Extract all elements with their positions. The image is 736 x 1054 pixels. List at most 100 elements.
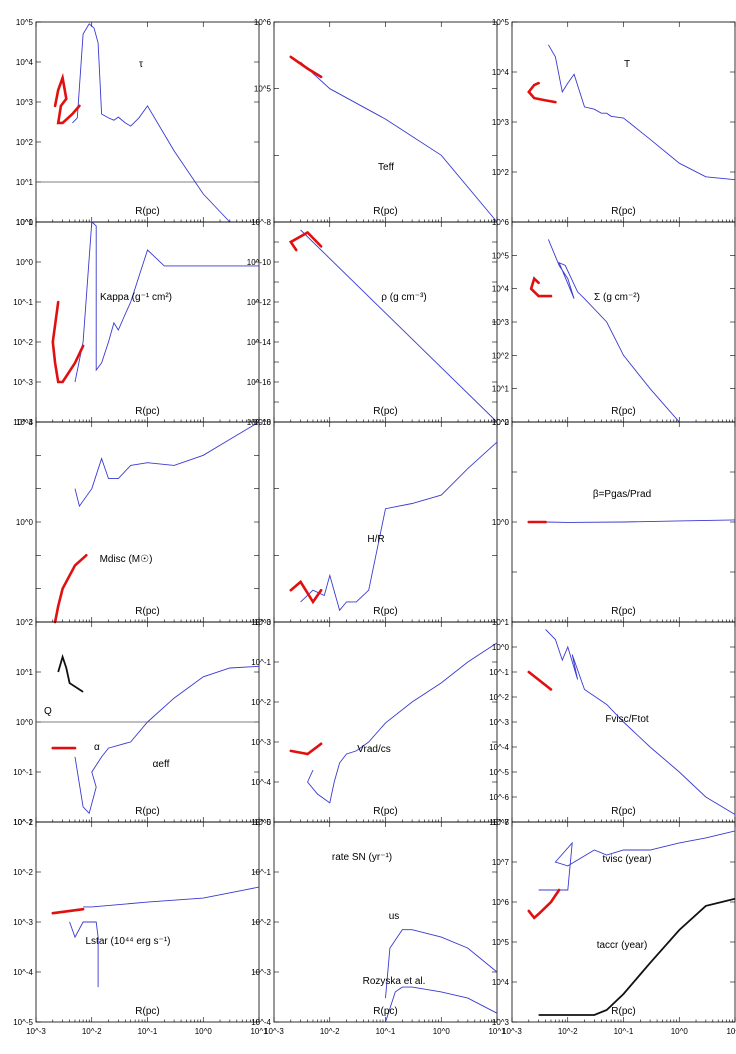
series-inner xyxy=(51,300,85,384)
series-model xyxy=(307,642,498,804)
series-inner xyxy=(53,553,88,624)
x-axis-label: R(pc) xyxy=(611,206,635,217)
y-tick-label: 10^1 xyxy=(16,178,34,187)
panel-t: 10^5 10^4 10^3 10^2 R(pc) T xyxy=(492,18,736,223)
panel-lstar: 10^-110^-210^-310^-410^-5R(pc)Lstar (10⁴… xyxy=(13,818,260,1027)
y-tick-label: 10^-2 xyxy=(13,818,33,827)
y-tick-label: 10^0 xyxy=(16,258,34,267)
panel-vrad: 10^0 10^-1 10^-2 10^-3 10^-4 10^-5 R(pc) Vrad/c… xyxy=(251,618,498,827)
series-model xyxy=(545,519,736,523)
plot-frame xyxy=(273,621,498,823)
panel-sigma: 10^6 10^5 10^4 10^3 10^2 10^1 10^0 R(pc) Σ (g cm… xyxy=(492,218,736,427)
x-tick-label: 10^0 xyxy=(195,1027,213,1036)
series-inner xyxy=(527,81,557,104)
series-model xyxy=(300,61,498,223)
y-tick-label: 10^1 xyxy=(492,618,510,627)
series-inner xyxy=(289,55,323,79)
y-tick-label: 10^3 xyxy=(492,318,510,327)
panel-teff: 10^6 10^5 R(pc) Teff xyxy=(254,18,498,223)
y-tick-label: 10^-14 xyxy=(247,338,272,347)
y-tick-label: 10^2 xyxy=(492,168,510,177)
y-tick-label: 10^3 xyxy=(16,98,34,107)
x-tick-label: 10^-3 xyxy=(26,1027,46,1036)
x-axis-label: R(pc) xyxy=(373,806,397,817)
y-tick-label: 10^3 xyxy=(492,1018,510,1027)
panel-fvisc: 10^1 10^0 10^-1 10^-2 10^-3 10^-4 10^-5 10^-6 10… xyxy=(489,618,736,827)
x-tick-label: 10^1 xyxy=(726,1027,736,1036)
y-tick-label: 10^3 xyxy=(16,418,34,427)
panel-title: Vrad/cs xyxy=(357,744,391,755)
y-tick-label: 10^-2 xyxy=(489,693,509,702)
annotation-label: us xyxy=(389,911,400,922)
y-tick-label: 10^-4 xyxy=(13,968,33,977)
y-tick-label: 10^-3 xyxy=(251,618,271,627)
y-tick-label: 10^-1 xyxy=(13,298,33,307)
series-dip xyxy=(69,921,99,988)
series-model xyxy=(72,23,231,223)
y-tick-label: 10^0 xyxy=(254,618,272,627)
y-tick-label: 10^-1 xyxy=(13,768,33,777)
y-tick-label: 10^-3 xyxy=(13,918,33,927)
plot-frame xyxy=(35,421,260,623)
series-inner xyxy=(289,579,323,605)
y-tick-label: 10^-2 xyxy=(13,338,33,347)
panel-tau: 10^510^410^310^210^110^0R(pc)τ xyxy=(16,18,260,227)
panel-beta: 10^210^0R(pc)β=Pgas/Prad xyxy=(492,418,736,623)
plot-frame xyxy=(511,21,736,223)
y-tick-label: 10^-5 xyxy=(13,1018,33,1027)
y-tick-label: 10^0 xyxy=(492,518,510,527)
series-q xyxy=(57,653,84,693)
series-inner xyxy=(288,230,323,252)
y-tick-label: 10^-10 xyxy=(247,258,272,267)
y-tick-label: 10^4 xyxy=(492,285,510,294)
x-tick-label: 10^-3 xyxy=(502,1027,522,1036)
y-tick-label: 10^-3 xyxy=(489,718,509,727)
series-inner xyxy=(289,742,323,756)
y-tick-label: 10^0 xyxy=(16,718,34,727)
y-tick-label: 10^2 xyxy=(492,351,510,360)
panel-title: Mdisc (M☉) xyxy=(100,554,153,565)
y-tick-label: 10^-1 xyxy=(489,668,509,677)
x-axis-label: R(pc) xyxy=(611,1006,635,1017)
y-tick-label: 10^5 xyxy=(254,85,272,94)
series-model xyxy=(300,229,498,423)
y-tick-label: 10^4 xyxy=(16,58,34,67)
plot-frame xyxy=(511,221,736,423)
y-tick-label: 10^4 xyxy=(492,978,510,987)
annotation-label: α xyxy=(94,742,100,753)
panel-title: τ xyxy=(139,59,143,70)
series-tvisc xyxy=(538,830,736,891)
series-model xyxy=(548,44,736,181)
panel-title: Fvisc/Ftot xyxy=(605,714,649,725)
y-tick-label: 10^-3 xyxy=(13,378,33,387)
x-tick-label: 10^-1 xyxy=(614,1027,634,1036)
x-tick-label: 10^1 xyxy=(488,1027,506,1036)
panel-title: rate SN (yr⁻¹) xyxy=(332,852,392,863)
y-tick-label: 10^-2 xyxy=(251,698,271,707)
series-inner xyxy=(53,72,81,125)
y-tick-label: 10^2 xyxy=(16,138,34,147)
plot-frame xyxy=(35,21,260,223)
series-model xyxy=(547,239,696,423)
series-model xyxy=(74,221,259,383)
y-tick-label: 10^-1 xyxy=(13,818,33,827)
annotation-label: Q xyxy=(44,706,52,717)
series-model xyxy=(83,886,260,908)
annotation-label: Rozyska et al. xyxy=(363,976,426,987)
plot-frame xyxy=(511,821,736,1023)
x-tick-label: 10^-3 xyxy=(264,1027,284,1036)
y-tick-label: 10^0 xyxy=(492,418,510,427)
panel-rho: 10^-810^-1010^-1210^-1410^-1610^-18R(pc)… xyxy=(247,218,498,427)
x-tick-label: 10^0 xyxy=(433,1027,451,1036)
series-model xyxy=(545,629,736,815)
y-tick-label: 10^2 xyxy=(492,418,510,427)
y-tick-label: 10^-16 xyxy=(247,378,272,387)
x-axis-label: R(pc) xyxy=(135,1006,159,1017)
x-axis-label: R(pc) xyxy=(135,206,159,217)
series-model xyxy=(74,421,260,508)
y-tick-label: 10^8 xyxy=(492,818,510,827)
series-inner xyxy=(527,888,561,920)
panel-title: ρ (g cm⁻³) xyxy=(381,292,426,303)
panel-times: 10^8 10^7 10^6 10^5 10^4 10^3 R(pc) tvisc (year… xyxy=(492,818,736,1027)
